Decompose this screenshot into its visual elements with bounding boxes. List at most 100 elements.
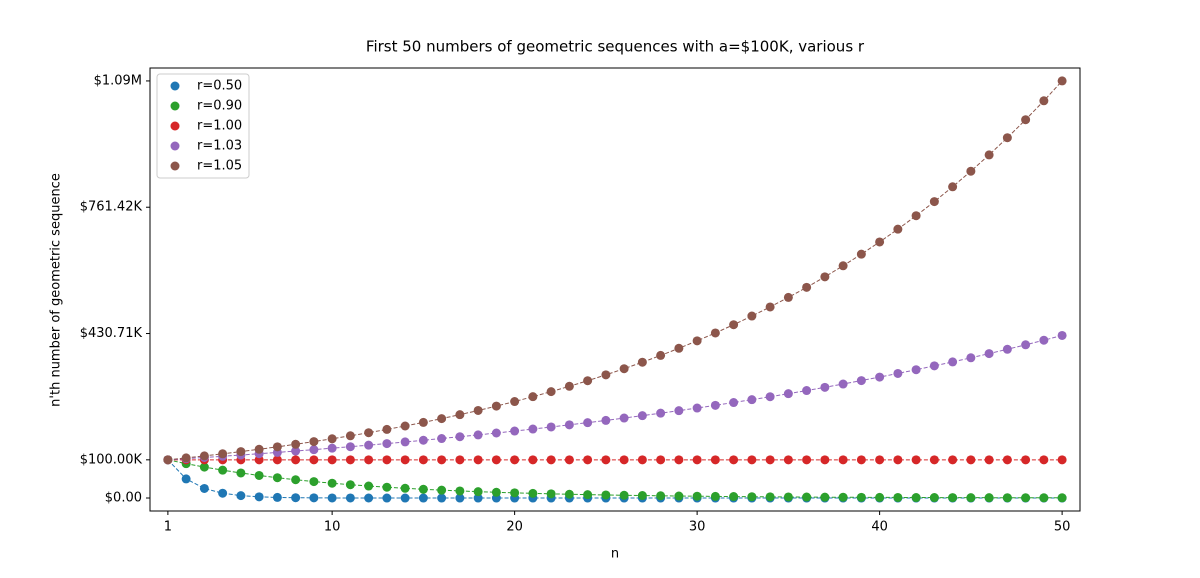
data-point [309,477,319,487]
x-tick-label: 30 [689,520,706,535]
data-point [893,368,903,378]
data-point [1039,455,1049,465]
data-point [984,455,994,465]
data-point [364,440,374,450]
data-point [637,455,647,465]
data-point [181,453,191,463]
data-point [619,364,629,374]
data-point [911,455,921,465]
data-point [765,302,775,312]
data-point [929,197,939,207]
legend-box [156,73,250,179]
data-point [656,408,666,418]
data-point [1021,493,1031,503]
legend-marker [170,161,180,171]
data-point [729,320,739,330]
data-point [473,487,483,497]
series-line [167,334,1063,461]
series-line [167,459,1063,499]
data-point [364,428,374,438]
data-point [692,455,702,465]
data-point [729,398,739,408]
data-point [875,492,885,502]
data-point [528,424,538,434]
data-point [309,493,319,503]
data-point [893,492,903,502]
data-point [218,449,228,459]
data-point [838,492,848,502]
data-point [199,483,209,493]
data-point [783,292,793,302]
data-point [747,492,757,502]
data-point [674,406,684,416]
data-point [163,455,173,465]
data-point [564,381,574,391]
data-point [455,455,465,465]
data-point [875,455,885,465]
data-point [911,211,921,221]
legend-label: r=0.50 [197,79,242,94]
data-point [583,376,593,386]
legend-marker [170,101,180,111]
data-point [400,455,410,465]
data-point [1002,133,1012,143]
data-point [601,415,611,425]
data-point [619,413,629,423]
data-point [345,455,355,465]
plot-frame [149,67,1081,512]
data-point [437,455,447,465]
legend-marker [170,141,180,151]
data-point [674,455,684,465]
data-point [838,261,848,271]
data-point [236,447,246,457]
data-point [491,455,501,465]
data-point [564,420,574,430]
data-point [491,487,501,497]
data-point [418,455,428,465]
data-point [929,361,939,371]
data-point [747,395,757,405]
data-point [710,400,720,410]
data-point [674,343,684,353]
data-point [546,387,556,397]
data-point [546,422,556,432]
data-point [272,492,282,502]
data-point [674,491,684,501]
y-tick-label: $100.00K [80,452,143,467]
data-point [765,392,775,402]
data-point [181,474,191,484]
data-point [564,489,574,499]
data-point [1002,455,1012,465]
data-point [491,401,501,411]
data-point [966,455,976,465]
data-point [1002,493,1012,503]
data-point [272,442,282,452]
data-point [382,439,392,449]
data-point [309,455,319,465]
data-point [783,389,793,399]
data-point [820,272,830,282]
data-point [546,455,556,465]
data-point [1021,115,1031,125]
y-tick-label: $430.71K [80,326,143,341]
data-point [692,491,702,501]
data-point [546,489,556,499]
y-tick-label: $761.42K [80,200,143,215]
data-point [929,493,939,503]
data-point [838,379,848,389]
data-point [637,357,647,367]
data-point [1039,96,1049,106]
data-point [382,482,392,492]
data-point [473,493,483,503]
x-tick-label: 50 [1054,520,1071,535]
legend-label: r=1.00 [197,119,242,134]
y-tick-label: $0.00 [105,491,142,506]
data-point [291,493,301,503]
data-point [802,492,812,502]
data-point [875,372,885,382]
data-point [418,417,428,427]
data-point [601,455,611,465]
data-point [345,431,355,441]
data-point [893,455,903,465]
